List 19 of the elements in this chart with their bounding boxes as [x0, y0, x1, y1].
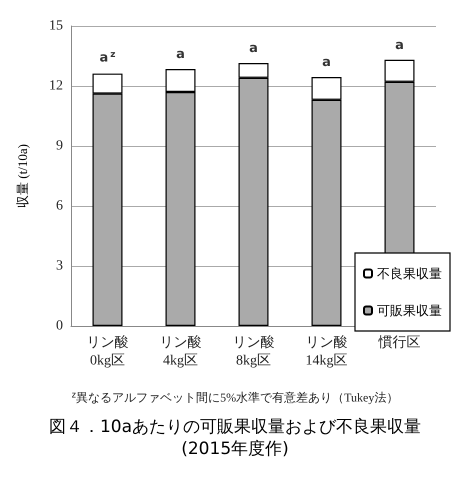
annotation: a	[322, 55, 331, 70]
x-tick-label: リン酸 4kg区	[160, 334, 202, 368]
x-tick-label: リン酸 8kg区	[232, 334, 274, 368]
y-tick-label: 9	[56, 138, 63, 154]
x-tick-label: リン酸 0kg区	[86, 334, 128, 368]
annotation: a	[249, 41, 258, 56]
annotation: a	[176, 47, 185, 62]
y-tick-label: 0	[56, 318, 63, 334]
y-tick-label: 6	[56, 198, 63, 214]
x-tick-label: リン酸 14kg区	[306, 334, 348, 368]
legend-label: 可販果収量	[377, 303, 442, 318]
y-tick-label: 15	[49, 18, 63, 34]
legend-label: 不良果収量	[377, 266, 442, 281]
text: 図４．10aあたりの可販果収量および不良果収量 (2015年度作)	[48, 417, 422, 459]
x-tick-label: 慣行区	[378, 334, 420, 350]
y-tick-label: 12	[49, 78, 63, 94]
y-axis-title: 収量 (t/10a)	[15, 144, 30, 208]
annotation: a	[395, 38, 404, 53]
y-tick-label: 3	[56, 258, 63, 274]
